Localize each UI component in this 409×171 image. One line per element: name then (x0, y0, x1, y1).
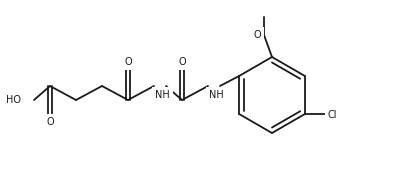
Text: Cl: Cl (328, 110, 337, 120)
Text: O: O (253, 30, 261, 40)
Text: NH: NH (209, 90, 224, 100)
Text: HO: HO (6, 95, 21, 105)
Text: O: O (178, 57, 186, 67)
Text: NH: NH (155, 90, 170, 100)
Text: O: O (124, 57, 132, 67)
Text: O: O (46, 117, 54, 127)
